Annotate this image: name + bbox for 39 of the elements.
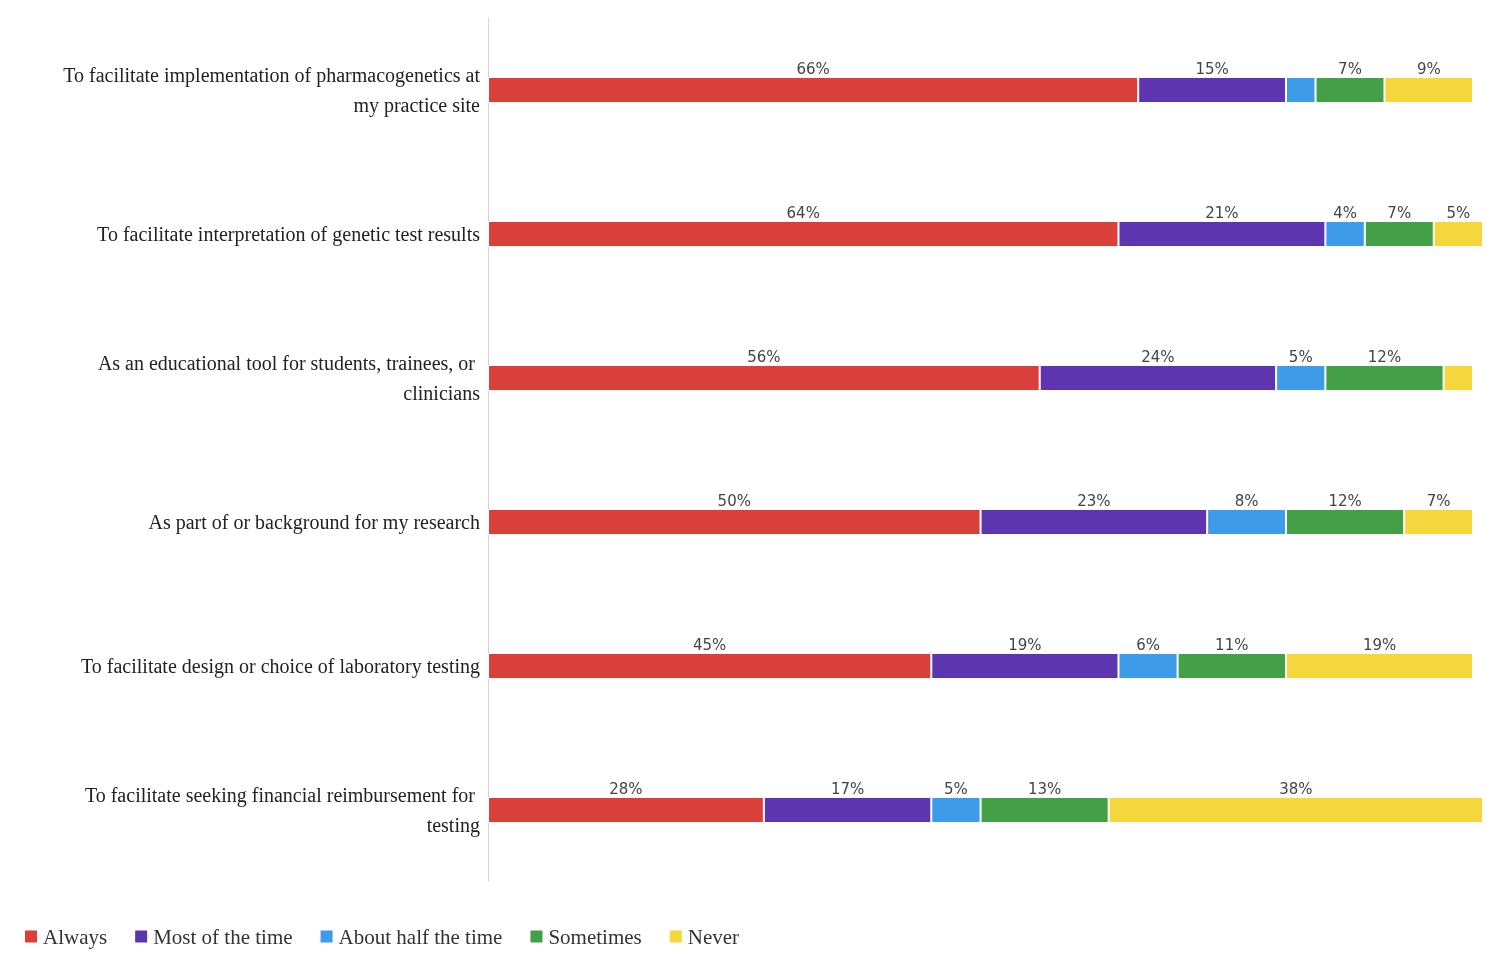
data-label: 28% bbox=[609, 779, 643, 798]
data-label: 17% bbox=[830, 779, 865, 798]
data-label: 8% bbox=[1234, 491, 1259, 510]
data-label: 66% bbox=[796, 59, 830, 78]
data-label: 11% bbox=[1215, 635, 1249, 654]
legend-label: Always bbox=[43, 924, 108, 949]
data-label: 21% bbox=[1205, 203, 1239, 222]
data-label: 50% bbox=[717, 491, 751, 510]
data-label: 5% bbox=[1288, 347, 1313, 366]
data-label: 6% bbox=[1136, 635, 1160, 654]
data-label: 5% bbox=[1446, 203, 1471, 222]
data-label: 7% bbox=[1338, 59, 1362, 78]
y-tick-label: To facilitate implementation of pharmacogenetics at my practice site bbox=[63, 64, 481, 117]
data-label: 7% bbox=[1426, 491, 1451, 510]
data-label: 15% bbox=[1195, 59, 1229, 78]
y-tick-label: As part of or background for my research bbox=[148, 511, 480, 534]
data-label: 56% bbox=[747, 347, 781, 366]
legend-label: Most of the time bbox=[153, 924, 293, 949]
data-label: 19% bbox=[1008, 635, 1042, 654]
data-label: 5% bbox=[944, 779, 968, 798]
data-label: 7% bbox=[1387, 203, 1412, 222]
y-tick-label: To facilitate interpretation of genetic test results bbox=[97, 223, 481, 246]
legend-label: Never bbox=[687, 924, 740, 949]
data-label: 45% bbox=[692, 635, 727, 654]
data-label: 24% bbox=[1141, 347, 1175, 366]
legend-label: Sometimes bbox=[548, 924, 642, 949]
data-label: 64% bbox=[786, 203, 820, 222]
data-label: 12% bbox=[1328, 491, 1362, 510]
y-tick-label: To facilitate seeking financial reimbursement for testing bbox=[84, 784, 480, 837]
data-label: 19% bbox=[1362, 635, 1397, 654]
data-label: 38% bbox=[1279, 779, 1313, 798]
data-label: 12% bbox=[1367, 347, 1402, 366]
y-tick-label: To facilitate design or choice of laboratory testing bbox=[80, 655, 480, 678]
y-tick-label: As an educational tool for students, trainees, or clinicians bbox=[97, 352, 481, 404]
data-label: 9% bbox=[1416, 59, 1441, 78]
data-label: 13% bbox=[1027, 779, 1062, 798]
legend-label: About half the time bbox=[338, 924, 503, 949]
data-label: 23% bbox=[1077, 491, 1111, 510]
data-label: 4% bbox=[1333, 203, 1357, 222]
